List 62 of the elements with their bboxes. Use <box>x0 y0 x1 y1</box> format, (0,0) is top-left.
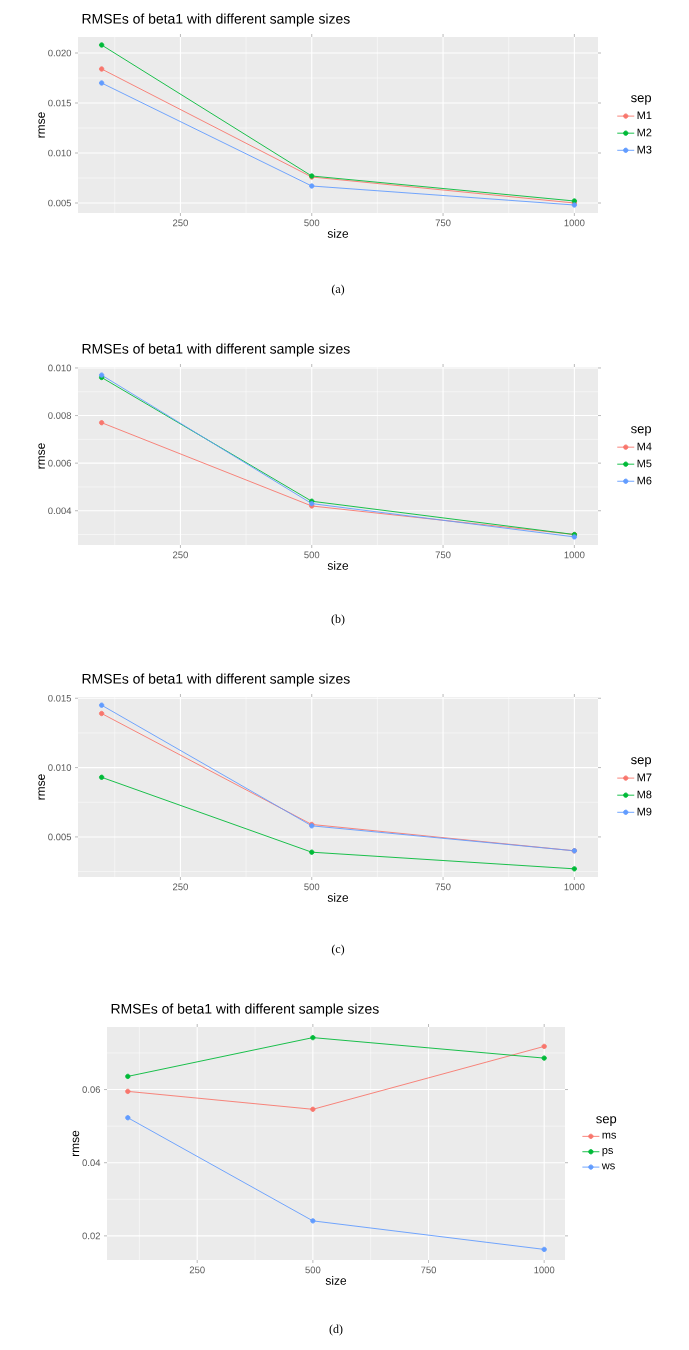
x-tick-label: 1000 <box>564 883 585 891</box>
x-tick-label: 500 <box>305 1266 321 1274</box>
legend-label: M6 <box>637 476 652 485</box>
y-tick-label: 0.015 <box>48 99 72 107</box>
y-axis-title: rmse <box>38 112 45 138</box>
x-tick-label: 250 <box>173 551 188 559</box>
legend-label: M3 <box>637 145 652 154</box>
legend-label: M8 <box>637 790 652 799</box>
legend-label: M4 <box>637 442 652 451</box>
y-tick-label: 0.008 <box>48 412 72 419</box>
x-tick-label: 750 <box>435 883 451 891</box>
y-tick-label: 0.015 <box>48 694 72 702</box>
text: (d) <box>329 1324 343 1336</box>
y-axis-title: rmse <box>72 1130 80 1156</box>
chart-title: RMSEs of beta1 with different sample sizes <box>111 1003 379 1017</box>
y-axis-title: rmse <box>38 443 45 469</box>
legend-label: M2 <box>637 128 652 137</box>
x-tick-label: 500 <box>304 551 320 559</box>
text: (c) <box>331 944 345 956</box>
legend-title: sep <box>631 95 652 105</box>
x-axis-title: size <box>325 1276 347 1285</box>
y-tick-label: 0.010 <box>48 364 72 372</box>
x-tick-label: 250 <box>189 1266 205 1274</box>
x-tick-label: 750 <box>421 1266 437 1274</box>
legend-label: ms <box>602 1132 617 1139</box>
legend-label: ps <box>602 1148 613 1157</box>
legend-title: sep <box>631 426 652 436</box>
y-tick-label: 0.010 <box>48 764 72 771</box>
x-tick-label: 1000 <box>564 219 585 227</box>
y-tick-label: 0.004 <box>48 507 72 515</box>
x-axis-title: size <box>327 561 349 570</box>
legend-title: sep <box>596 1116 617 1126</box>
text: (b) <box>331 614 345 626</box>
y-tick-label: 0.06 <box>82 1086 101 1093</box>
x-axis-title: size <box>327 893 349 902</box>
y-axis-title: rmse <box>38 774 45 800</box>
x-axis-title: size <box>327 229 349 238</box>
x-tick-label: 1000 <box>534 1266 555 1274</box>
x-tick-label: 250 <box>173 883 188 891</box>
x-tick-label: 250 <box>173 219 188 227</box>
x-tick-label: 500 <box>304 219 320 227</box>
y-tick-label: 0.04 <box>82 1159 101 1167</box>
legend-label: M1 <box>637 111 652 120</box>
y-tick-label: 0.02 <box>82 1232 101 1240</box>
x-tick-label: 1000 <box>564 551 585 559</box>
legend-label: ws <box>601 1163 615 1170</box>
text: (a) <box>331 284 345 296</box>
y-tick-label: 0.006 <box>48 459 72 467</box>
legend-title: sep <box>631 757 652 767</box>
legend-label: M7 <box>637 773 652 782</box>
y-tick-label: 0.005 <box>48 199 72 207</box>
y-tick-label: 0.010 <box>48 149 72 157</box>
x-tick-label: 750 <box>435 219 451 227</box>
chart-title: RMSEs of beta1 with different sample sizes <box>82 673 350 687</box>
legend-label: M9 <box>637 807 652 816</box>
x-tick-label: 500 <box>304 883 320 891</box>
chart-title: RMSEs of beta1 with different sample sizes <box>82 343 350 357</box>
y-tick-label: 0.005 <box>48 833 72 841</box>
y-tick-label: 0.020 <box>48 49 72 57</box>
x-tick-label: 750 <box>435 551 451 559</box>
chart-title: RMSEs of beta1 with different sample sizes <box>82 13 350 27</box>
legend-label: M5 <box>637 459 652 468</box>
